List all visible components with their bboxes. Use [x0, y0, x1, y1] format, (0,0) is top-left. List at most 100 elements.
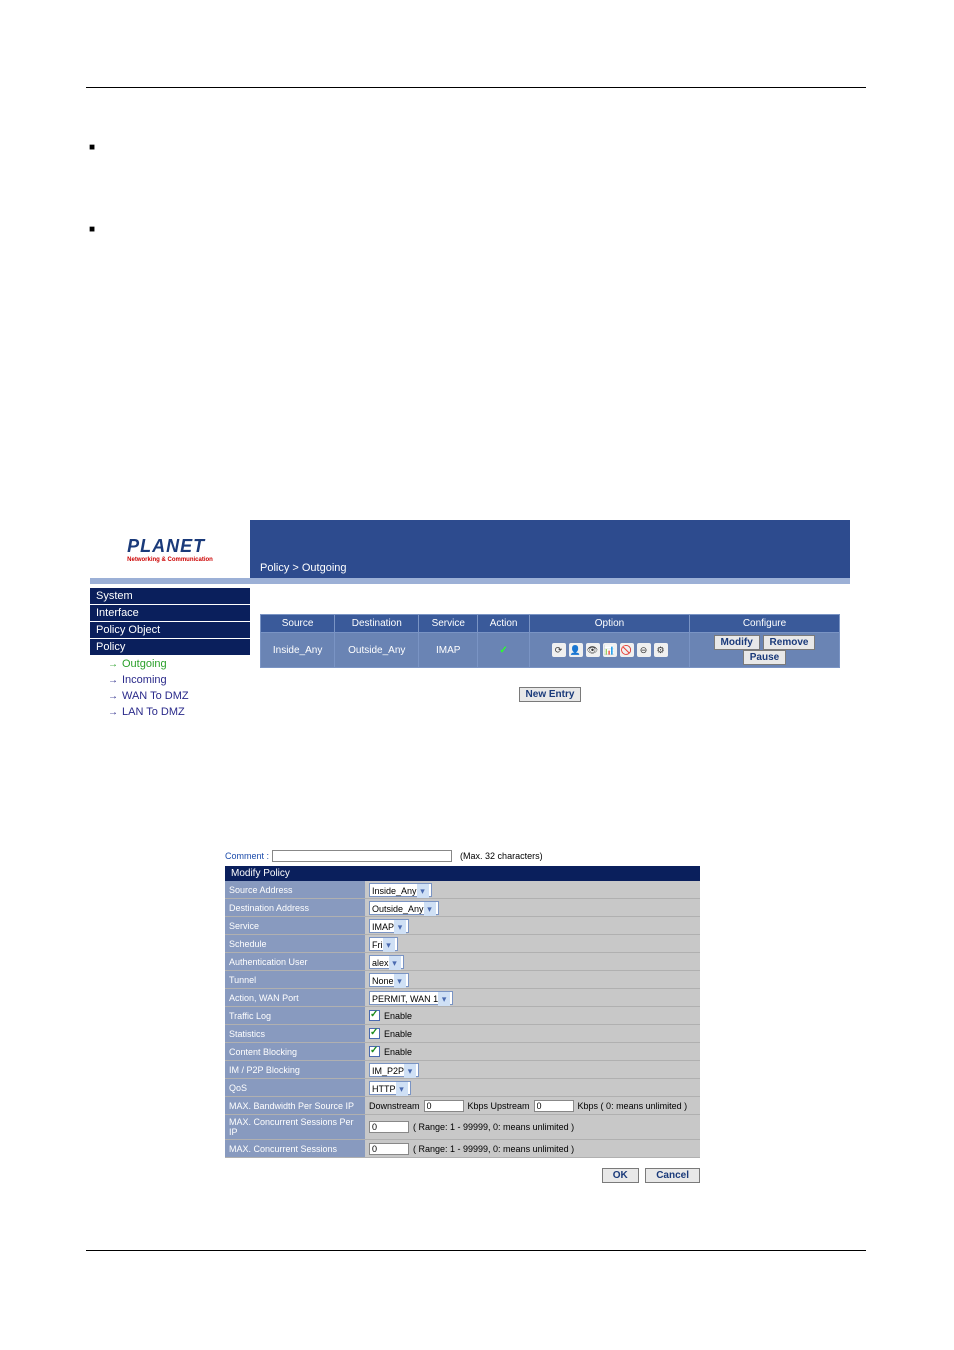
cell-source: Inside_Any [261, 633, 335, 668]
upstream-label: Kbps Upstream [468, 1101, 530, 1111]
form-value: Enable [365, 1009, 700, 1022]
main-area: Source Destination Service Action Option… [250, 584, 850, 720]
form-value: IMAP [365, 918, 700, 934]
comment-hint: (Max. 32 characters) [460, 851, 543, 861]
form-row: Schedule Fri [225, 935, 700, 953]
log-icon[interactable]: 👁 [586, 643, 600, 657]
select-destination-address[interactable]: Outside_Any [369, 901, 439, 915]
table-row: Inside_Any Outside_Any IMAP ✓ ⟳ 👤 👁 📊 🚫 … [261, 633, 840, 668]
select-qos[interactable]: HTTP [369, 1081, 411, 1095]
nav-interface[interactable]: Interface [90, 605, 250, 621]
comment-row: Comment : (Max. 32 characters) [225, 850, 700, 862]
checkbox-statistics[interactable] [369, 1028, 380, 1039]
form-label: Action, WAN Port [225, 989, 365, 1006]
form-row: Content Blocking Enable [225, 1043, 700, 1061]
nav-policy[interactable]: Policy [90, 639, 250, 655]
form-value: Enable [365, 1045, 700, 1058]
checkbox-content-blocking[interactable] [369, 1046, 380, 1057]
upstream-input[interactable] [534, 1100, 574, 1112]
form-value: Fri [365, 936, 700, 952]
nav-sub-wan-to-dmz[interactable]: →WAN To DMZ [90, 688, 250, 704]
comment-input[interactable] [272, 850, 452, 862]
form-value: alex [365, 954, 700, 970]
cell-action: ✓ [478, 633, 530, 668]
nav-sub-lan-to-dmz[interactable]: →LAN To DMZ [90, 704, 250, 720]
remove-button[interactable]: Remove [763, 635, 816, 650]
select-im-p-p-blocking[interactable]: IM_P2P [369, 1063, 419, 1077]
form-row: QoSHTTP [225, 1079, 700, 1097]
modify-policy-form: Comment : (Max. 32 characters) Modify Po… [225, 850, 700, 1183]
nav-policy-object[interactable]: Policy Object [90, 622, 250, 638]
form-label: MAX. Concurrent Sessions Per IP [225, 1115, 365, 1139]
form-label: IM / P2P Blocking [225, 1061, 365, 1078]
bullet-2: ■ [89, 224, 95, 235]
bottom-rule [86, 1250, 866, 1251]
deny-icon[interactable]: ⊖ [637, 643, 651, 657]
bw-hint: Kbps ( 0: means unlimited ) [578, 1101, 688, 1111]
form-label: Statistics [225, 1025, 365, 1042]
screenshot-policy-list: PLANET Networking & Communication Policy… [90, 520, 850, 760]
form-value: Inside_Any [365, 882, 700, 898]
form-value: HTTP [365, 1080, 700, 1096]
form-label: Content Blocking [225, 1043, 365, 1060]
schedule-icon[interactable]: ⟳ [552, 643, 566, 657]
form-row: Action, WAN Port PERMIT, WAN 1 [225, 989, 700, 1007]
comment-label: Comment : [225, 851, 269, 861]
pause-button[interactable]: Pause [743, 650, 786, 665]
nav-sub-outgoing[interactable]: →Outgoing [90, 656, 250, 672]
breadcrumb: Policy > Outgoing [260, 562, 347, 574]
bullet-1: ■ [89, 142, 95, 153]
table-header-row: Source Destination Service Action Option… [261, 615, 840, 633]
form-label: Destination Address [225, 899, 365, 916]
form-label: Tunnel [225, 971, 365, 988]
nav-sub-label: Incoming [122, 674, 167, 686]
th-source: Source [261, 615, 335, 633]
arrow-icon: → [108, 691, 118, 702]
checkbox-label: Enable [384, 1047, 412, 1057]
select-source-address[interactable]: Inside_Any [369, 883, 432, 897]
auth-icon[interactable]: 👤 [569, 643, 583, 657]
select-authentication-user[interactable]: alex [369, 955, 404, 969]
checkbox-label: Enable [384, 1029, 412, 1039]
option-icons: ⟳ 👤 👁 📊 🚫 ⊖ ⚙ [552, 643, 668, 657]
number-input[interactable] [369, 1143, 409, 1155]
form-label: Schedule [225, 935, 365, 952]
select-tunnel[interactable]: None [369, 973, 409, 987]
modify-button[interactable]: Modify [714, 635, 760, 650]
select-action-wan-port[interactable]: PERMIT, WAN 1 [369, 991, 453, 1005]
breadcrumb-bar: Policy > Outgoing [250, 520, 850, 578]
arrow-icon: → [108, 707, 118, 718]
stats-icon[interactable]: 📊 [603, 643, 617, 657]
ok-button[interactable]: OK [602, 1168, 639, 1183]
form-value: PERMIT, WAN 1 [365, 990, 700, 1006]
form-row: Source AddressInside_Any [225, 881, 700, 899]
logo-subtitle: Networking & Communication [127, 557, 213, 563]
form-row: ServiceIMAP [225, 917, 700, 935]
nav-sub-incoming[interactable]: →Incoming [90, 672, 250, 688]
form-value: DownstreamKbps UpstreamKbps ( 0: means u… [365, 1099, 700, 1113]
form-title: Modify Policy [225, 866, 700, 881]
new-entry-button[interactable]: New Entry [519, 687, 582, 702]
checkbox-traffic-log[interactable] [369, 1010, 380, 1021]
policy-table: Source Destination Service Action Option… [260, 614, 840, 668]
qos-icon[interactable]: ⚙ [654, 643, 668, 657]
form-value: ( Range: 1 - 99999, 0: means unlimited ) [365, 1120, 700, 1134]
cell-configure: Modify Remove Pause [690, 633, 840, 668]
form-row: Traffic LogEnable [225, 1007, 700, 1025]
th-configure: Configure [690, 615, 840, 633]
form-label: MAX. Concurrent Sessions [225, 1140, 365, 1157]
number-input[interactable] [369, 1121, 409, 1133]
select-service[interactable]: IMAP [369, 919, 409, 933]
form-label: MAX. Bandwidth Per Source IP [225, 1097, 365, 1114]
form-value: IM_P2P [365, 1062, 700, 1078]
form-row: Statistics Enable [225, 1025, 700, 1043]
th-destination: Destination [335, 615, 419, 633]
th-service: Service [419, 615, 478, 633]
new-entry-row: New Entry [260, 686, 840, 702]
nav-system[interactable]: System [90, 588, 250, 604]
select-schedule[interactable]: Fri [369, 937, 398, 951]
form-row: Tunnel None [225, 971, 700, 989]
block-icon[interactable]: 🚫 [620, 643, 634, 657]
downstream-input[interactable] [424, 1100, 464, 1112]
cancel-button[interactable]: Cancel [645, 1168, 700, 1183]
